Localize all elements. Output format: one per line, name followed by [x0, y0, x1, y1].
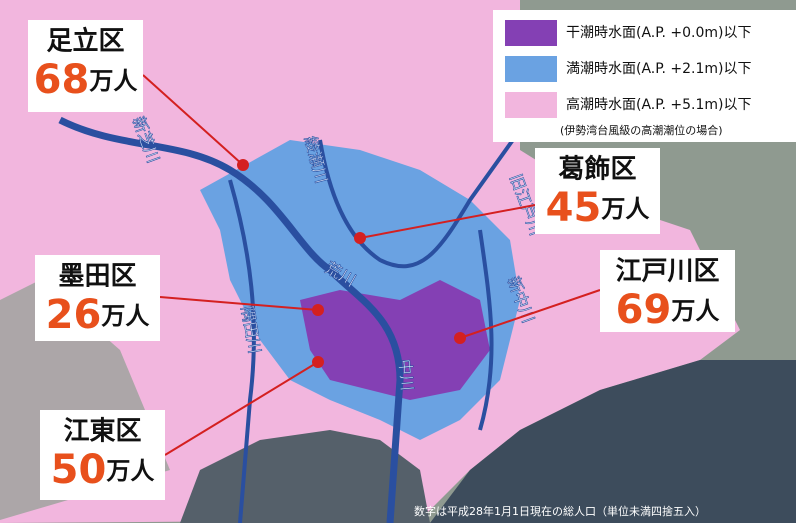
- map: 荒川綾瀬川中川隅田川新中川旧江戸川新芝川 足立区68万人葛飾区45万人墨田区26…: [0, 0, 796, 523]
- ward-marker: [237, 159, 249, 171]
- legend-swatch: [505, 20, 557, 46]
- legend-note: (伊勢湾台風級の高潮潮位の場合): [560, 123, 723, 137]
- ward-marker: [454, 332, 466, 344]
- ward-marker: [354, 232, 366, 244]
- ward-population-unit: 万人: [601, 195, 649, 223]
- ward-population-unit: 万人: [101, 302, 149, 330]
- ward-population-unit: 万人: [106, 457, 154, 485]
- legend-label: 満潮時水面(A.P. +2.1m)以下: [566, 61, 752, 77]
- legend-label: 干潮時水面(A.P. +0.0m)以下: [566, 25, 752, 41]
- footnote: 数字は平成28年1月1日現在の総人口（単位未満四捨五入）: [414, 504, 706, 518]
- legend-swatch: [505, 56, 557, 82]
- ward-population-unit: 万人: [89, 67, 137, 95]
- ward-name: 墨田区: [58, 262, 136, 292]
- ward-population: 68: [34, 57, 90, 103]
- ward-name: 江戸川区: [615, 257, 719, 287]
- legend-label: 高潮時水面(A.P. +5.1m)以下: [566, 96, 752, 113]
- ward-name: 葛飾区: [557, 154, 636, 185]
- ward-population: 26: [46, 292, 102, 338]
- ward-population: 50: [51, 447, 107, 493]
- legend-swatch: [505, 92, 557, 118]
- ward-name: 江東区: [63, 417, 141, 447]
- ward-population: 69: [616, 287, 672, 333]
- ward-name: 足立区: [46, 26, 124, 57]
- ward-marker: [312, 304, 324, 316]
- ward-population-unit: 万人: [671, 297, 719, 325]
- river-label: 中川: [395, 358, 417, 392]
- ward-marker: [312, 356, 324, 368]
- ward-population: 45: [546, 185, 602, 231]
